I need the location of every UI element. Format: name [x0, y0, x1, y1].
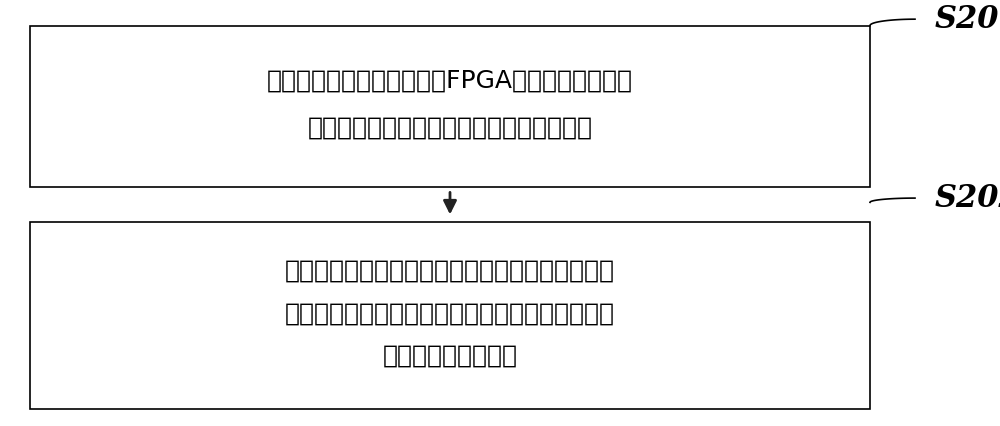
Bar — [30, 222, 870, 409]
Text: S202: S202 — [935, 183, 1000, 213]
Text: 读取，或在接收到数据时将该数据保存在与该首地: 读取，或在接收到数据时将该数据保存在与该首地 — [285, 301, 615, 325]
Text: S201: S201 — [935, 4, 1000, 35]
Bar — [30, 26, 870, 187]
Text: 取存储在该寄存器中的该存储空间的首地址: 取存储在该寄存器中的该存储空间的首地址 — [307, 116, 592, 140]
Text: 址对应的存储空间中: 址对应的存储空间中 — [382, 344, 518, 368]
Text: 对存储在与该首地址对应的存储空间中的数据进行: 对存储在与该首地址对应的存储空间中的数据进行 — [285, 259, 615, 282]
Text: 当该闪存被选取时，通过该FPGA的地址总线接口获: 当该闪存被选取时，通过该FPGA的地址总线接口获 — [267, 69, 633, 93]
